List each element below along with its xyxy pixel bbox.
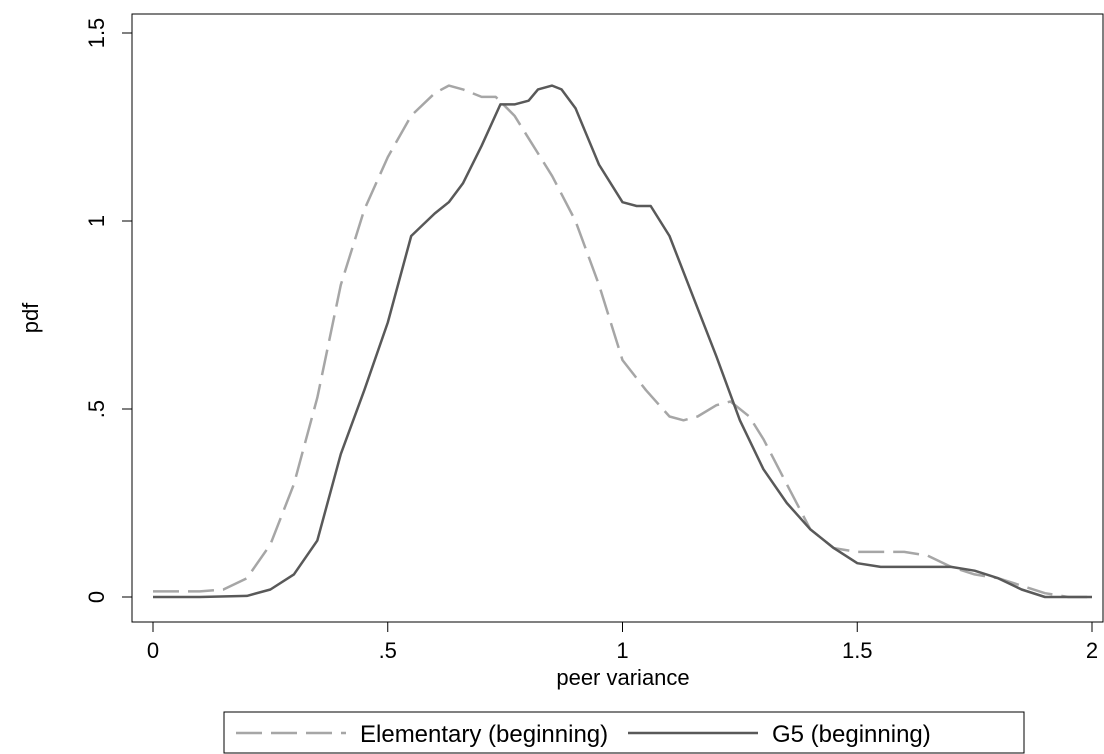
y-tick-label: .5 [84,400,109,418]
y-axis: 0 .5 1 1.5 [84,18,132,603]
y-tick-label: 1 [84,215,109,227]
legend-box [223,711,1025,754]
x-tick-label: 1.5 [842,638,873,663]
x-tick-label: 0 [147,638,159,663]
legend-label-2: G5 (beginning) [772,721,931,748]
series-line-1 [153,84,1092,599]
plot-frame [131,13,1104,623]
x-tick-label: 2 [1086,638,1098,663]
y-tick-label: 0 [84,591,109,603]
legend-label-1: Elementary (beginning) [360,721,608,748]
series-line-2 [153,84,1092,599]
legend: Elementary (beginning) G5 (beginning) [223,711,1025,754]
y-tick-label: 1.5 [84,18,109,49]
x-tick-label: .5 [379,638,397,663]
x-axis-title: peer variance [556,665,689,690]
y-axis-title: pdf [18,302,43,333]
x-axis: 0 .5 1 1.5 2 [147,622,1098,663]
x-tick-label: 1 [616,638,628,663]
plot-lines [153,84,1092,599]
